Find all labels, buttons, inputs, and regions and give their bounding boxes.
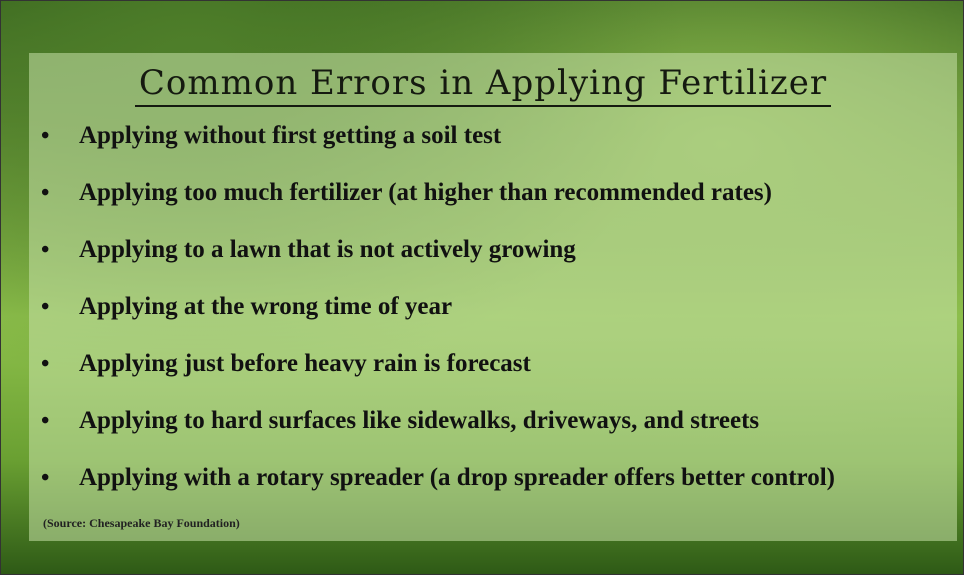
list-item: Applying to a lawn that is not actively …: [41, 227, 835, 284]
list-item: Applying too much fertilizer (at higher …: [41, 170, 835, 227]
list-item: Applying with a rotary spreader (a drop …: [41, 455, 835, 512]
slide: Common Errors in Applying Fertilizer App…: [0, 0, 964, 575]
list-item: Applying to hard surfaces like sidewalks…: [41, 398, 835, 455]
source: (Source: Chesapeake Bay Foundation): [43, 516, 240, 531]
list-item: Applying at the wrong time of year: [41, 284, 835, 341]
title-text: Common Errors in Applying Fertilizer: [135, 63, 831, 107]
list-item: Applying without first getting a soil te…: [41, 113, 835, 170]
error-list: Applying without first getting a soil te…: [41, 113, 835, 512]
list-item: Applying just before heavy rain is forec…: [41, 341, 835, 398]
title: Common Errors in Applying Fertilizer: [1, 63, 964, 103]
